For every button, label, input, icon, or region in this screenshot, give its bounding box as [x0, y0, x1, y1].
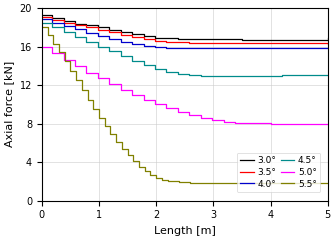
5.0°	[269, 122, 273, 125]
3.0°	[84, 22, 88, 25]
3.0°	[107, 29, 111, 32]
4.0°	[84, 28, 88, 31]
3.5°	[153, 39, 157, 42]
3.0°	[240, 38, 244, 41]
4.5°	[164, 67, 169, 70]
3.5°	[107, 31, 111, 34]
3.0°	[326, 36, 330, 39]
4.0°	[326, 46, 330, 49]
5.5°	[148, 173, 152, 176]
Line: 5.5°: 5.5°	[42, 27, 328, 183]
3.5°	[107, 29, 111, 32]
3.5°	[326, 42, 330, 45]
Line: 4.5°: 4.5°	[42, 23, 328, 76]
5.5°	[148, 173, 152, 176]
4.5°	[142, 60, 146, 62]
Line: 5.0°: 5.0°	[42, 47, 328, 124]
4.0°	[62, 21, 66, 24]
X-axis label: Length [m]: Length [m]	[154, 226, 216, 236]
5.5°	[63, 51, 67, 54]
5.5°	[326, 182, 330, 185]
Line: 3.5°: 3.5°	[42, 17, 328, 44]
5.5°	[109, 125, 113, 128]
5.0°	[130, 89, 134, 91]
Line: 3.0°: 3.0°	[42, 15, 328, 40]
4.0°	[153, 46, 157, 48]
Line: 4.0°: 4.0°	[42, 19, 328, 48]
4.0°	[107, 35, 111, 37]
5.5°	[326, 182, 330, 185]
3.5°	[84, 24, 88, 27]
5.5°	[46, 26, 50, 29]
4.5°	[130, 60, 134, 62]
4.5°	[40, 21, 44, 24]
3.5°	[62, 18, 66, 21]
4.5°	[119, 50, 123, 53]
5.0°	[84, 65, 88, 67]
3.0°	[326, 36, 330, 39]
4.0°	[326, 46, 330, 49]
5.0°	[269, 122, 273, 125]
3.5°	[326, 42, 330, 45]
3.0°	[107, 26, 111, 29]
5.0°	[119, 83, 123, 86]
4.0°	[107, 37, 111, 40]
5.0°	[40, 45, 44, 48]
5.0°	[164, 103, 169, 106]
4.5°	[84, 40, 88, 43]
3.0°	[40, 13, 44, 16]
Y-axis label: Axial force [kN]: Axial force [kN]	[4, 61, 14, 148]
3.5°	[40, 15, 44, 18]
4.5°	[119, 50, 123, 53]
3.0°	[153, 36, 157, 39]
4.0°	[240, 47, 244, 50]
5.0°	[326, 122, 330, 125]
Legend: 3.0°, 3.5°, 4.0°, 4.5°, 5.0°, 5.5°: 3.0°, 3.5°, 4.0°, 4.5°, 5.0°, 5.5°	[237, 153, 320, 192]
3.5°	[326, 42, 330, 45]
5.5°	[326, 182, 330, 185]
5.0°	[119, 83, 123, 86]
5.5°	[40, 26, 44, 29]
4.5°	[199, 74, 203, 77]
4.5°	[326, 73, 330, 76]
3.0°	[62, 16, 66, 19]
4.0°	[40, 17, 44, 20]
